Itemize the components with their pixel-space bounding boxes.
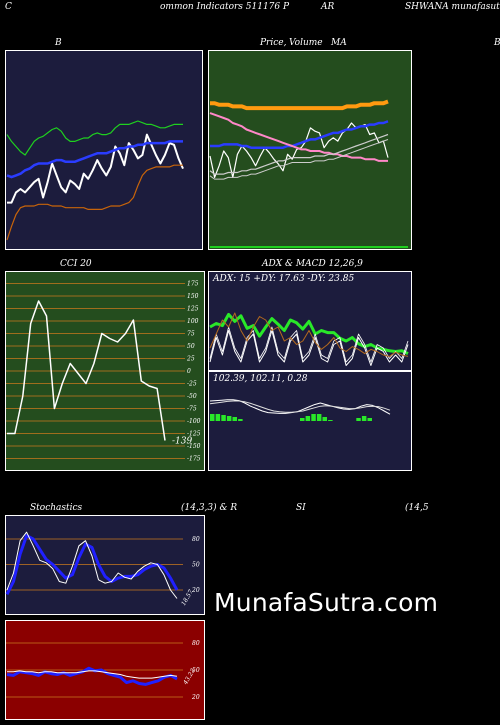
- cci-tick-label: -50: [187, 393, 197, 400]
- macd-histogram-bar: [311, 414, 316, 421]
- bollinger-bg: [5, 50, 203, 250]
- adx-chart: [208, 271, 412, 371]
- stochastics-panel: 80 50 20 18.57: [5, 515, 205, 615]
- price-ma-line-ma_orange: [210, 99, 389, 111]
- macd-histogram-bar: [356, 418, 361, 421]
- cci-tick-label: 75: [187, 331, 195, 338]
- adx-title: ADX: 15 +DY: 17.63 -DY: 23.85: [213, 274, 355, 284]
- rsi-tick-label: 80: [192, 640, 200, 647]
- cci-tick-label: 125: [187, 306, 199, 313]
- rsi-panel: 80 50 20 43.23: [5, 620, 205, 720]
- cci-tick-label: 100: [187, 318, 199, 325]
- stoch-params-label: (14,3,3) & R: [181, 503, 238, 513]
- macd-histogram-bar: [226, 416, 232, 421]
- right-edge-label: B: [494, 38, 500, 48]
- price-ma-label: Price,: [260, 38, 287, 48]
- ma-label: MA: [331, 38, 347, 48]
- cci-tick-label: -150: [187, 443, 201, 450]
- price-ma-chart: [208, 50, 412, 250]
- price-ma-line-ma_pink: [209, 112, 388, 162]
- stoch-tick-label: 20: [191, 587, 200, 594]
- price-ma-panel: [208, 50, 412, 250]
- bb-label: B: [55, 38, 62, 48]
- bollinger-chart: [5, 50, 203, 250]
- rsi-tick-label: 20: [191, 694, 200, 701]
- macd-title: 102.39, 102.11, 0.28: [213, 374, 308, 384]
- stoch-bg: [5, 515, 205, 615]
- price-ma-line-ma_blue: [210, 120, 389, 149]
- macd-signal-line: [209, 400, 391, 413]
- cci-tick-label: 0: [187, 368, 191, 375]
- cci-tick-label: 25: [186, 356, 195, 363]
- macd-histogram-bar: [238, 419, 243, 421]
- bollinger-line-upper: [6, 120, 183, 156]
- stoch-tick-label: 80: [192, 536, 200, 543]
- cci-chart: 175 150 125 100 75 50 25 0 -25 -50 -75 -100 -125 -150…: [5, 271, 205, 471]
- bollinger-panel: [5, 50, 203, 250]
- header-title-ar: AR: [321, 2, 335, 12]
- cci-label: CCI 20: [60, 259, 92, 269]
- macd-histogram-bar: [210, 414, 215, 421]
- cci-tick-label: -100: [187, 418, 201, 425]
- stoch-line-k: [6, 531, 178, 599]
- cci-tick-label: -75: [187, 406, 197, 413]
- macd-histogram-bar: [361, 416, 367, 421]
- stochastics-label: Stochastics: [30, 503, 83, 513]
- price-ma-line-grey-2: [209, 139, 389, 180]
- stoch-tick-label: 50: [192, 562, 200, 569]
- macd-histogram-bar: [328, 420, 333, 421]
- bollinger-line-lower: [6, 164, 183, 241]
- rsi-line: [6, 666, 178, 686]
- rsi-tick-label: 50: [192, 667, 200, 674]
- cci-tick-label: -125: [187, 431, 201, 438]
- bollinger-line-middle: [6, 140, 183, 179]
- cci-line: [7, 300, 166, 441]
- adx-macd-label: ADX & MACD 12,26,9: [262, 259, 363, 269]
- macd-chart: [208, 371, 412, 471]
- macd-histogram-bar: [316, 414, 322, 421]
- cci-tick-label: 50: [187, 343, 195, 350]
- macd-histogram-bar: [232, 417, 237, 421]
- volume-label: Volume: [289, 38, 323, 48]
- bollinger-line-close: [7, 133, 184, 204]
- header-title-right: SHWANA munafasutra.tin: [405, 2, 500, 12]
- macd-histogram-bar: [215, 414, 221, 421]
- rsi-reference-line: [7, 670, 178, 679]
- si-label: SI: [296, 503, 306, 513]
- cci-panel: 175 150 125 100 75 50 25 0 -25 -50 -75 -100 -125 -150…: [5, 271, 205, 471]
- cci-tick-label: 150: [187, 293, 199, 300]
- macd-histogram-bar: [221, 415, 226, 421]
- cci-tick-label: -175: [187, 456, 201, 463]
- header-title: ommon Indicators 511176 P: [160, 2, 290, 12]
- cci-tick-label: -25: [187, 381, 197, 388]
- header-c: C: [5, 2, 12, 12]
- macd-histogram-bar: [322, 417, 327, 421]
- macd-histogram-bar: [300, 418, 305, 421]
- rsi-params-label: (14,5: [405, 503, 429, 513]
- adx-panel: [208, 271, 412, 371]
- adx-line-plus_dy: [209, 330, 409, 366]
- adx-line-minus_dy: [209, 312, 409, 357]
- cci-last-value: -139: [172, 437, 192, 447]
- macd-histogram-bar: [367, 418, 372, 421]
- macd-panel: [208, 371, 412, 471]
- cci-tick-label: 175: [187, 281, 199, 288]
- price-ma-line-ma_grey: [209, 133, 389, 175]
- macd-histogram-bar: [305, 416, 311, 421]
- adx-line-adx: [209, 312, 409, 355]
- watermark: MunafaSutra.com: [214, 588, 439, 617]
- stoch-line-d: [5, 534, 179, 595]
